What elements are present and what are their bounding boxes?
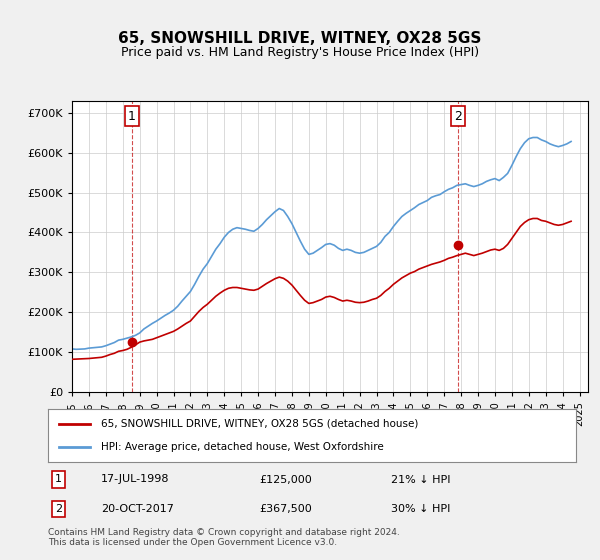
Text: 21% ↓ HPI: 21% ↓ HPI [391, 474, 451, 484]
Text: 30% ↓ HPI: 30% ↓ HPI [391, 504, 451, 514]
Text: 1: 1 [55, 474, 62, 484]
Text: £125,000: £125,000 [259, 474, 312, 484]
Text: 20-OCT-2017: 20-OCT-2017 [101, 504, 173, 514]
Text: 1: 1 [128, 110, 136, 123]
Text: HPI: Average price, detached house, West Oxfordshire: HPI: Average price, detached house, West… [101, 442, 383, 452]
Text: 2: 2 [454, 110, 461, 123]
Text: £367,500: £367,500 [259, 504, 312, 514]
Text: 2: 2 [55, 504, 62, 514]
Text: 17-JUL-1998: 17-JUL-1998 [101, 474, 169, 484]
Text: 65, SNOWSHILL DRIVE, WITNEY, OX28 5GS: 65, SNOWSHILL DRIVE, WITNEY, OX28 5GS [118, 31, 482, 46]
Text: 65, SNOWSHILL DRIVE, WITNEY, OX28 5GS (detached house): 65, SNOWSHILL DRIVE, WITNEY, OX28 5GS (d… [101, 419, 418, 429]
Text: Contains HM Land Registry data © Crown copyright and database right 2024.
This d: Contains HM Land Registry data © Crown c… [48, 528, 400, 547]
Text: Price paid vs. HM Land Registry's House Price Index (HPI): Price paid vs. HM Land Registry's House … [121, 46, 479, 59]
